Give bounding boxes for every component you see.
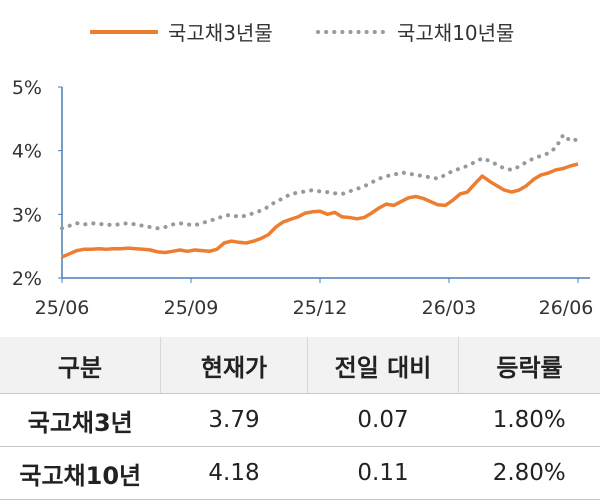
y-tick-label: 3% — [12, 204, 42, 226]
x-tick-label: 25/09 — [164, 297, 219, 319]
row-name: 국고채10년 — [0, 446, 161, 500]
legend-label-3y: 국고채3년물 — [168, 21, 273, 45]
x-tick-labels: 25/06 25/09 25/12 26/03 26/06 — [35, 278, 594, 319]
row-rate: 2.80% — [458, 446, 600, 500]
y-tick-labels: 2% 3% 4% 5% — [12, 77, 62, 290]
y-tick-label: 5% — [12, 77, 42, 99]
row-name: 국고채3년 — [0, 393, 161, 447]
series-lines — [60, 131, 580, 259]
legend-label-10y: 국고채10년물 — [397, 21, 514, 45]
series-line-10y — [60, 131, 580, 231]
x-tick-label: 26/03 — [422, 297, 477, 319]
table-header-row: 구분 현재가 전일 대비 등락률 — [0, 337, 600, 394]
row-price: 3.79 — [160, 393, 308, 447]
y-tick-label: 4% — [12, 141, 42, 163]
x-tick-label: 26/06 — [539, 297, 594, 319]
row-rate: 1.80% — [458, 393, 600, 447]
col-header-category: 구분 — [0, 337, 161, 394]
x-tick-label: 25/12 — [293, 297, 348, 319]
table-row: 국고채3년 3.79 0.07 1.80% — [0, 393, 600, 447]
col-header-rate: 등락률 — [458, 337, 600, 394]
row-change: 0.11 — [307, 446, 459, 500]
col-header-price: 현재가 — [160, 337, 308, 394]
col-header-change: 전일 대비 — [307, 337, 459, 394]
x-tick-label: 25/06 — [35, 297, 90, 319]
series-line-3y — [61, 162, 579, 259]
row-change: 0.07 — [307, 393, 459, 447]
yield-table: 구분 현재가 전일 대비 등락률 국고채3년 3.79 0.07 1.80% 국… — [0, 337, 600, 500]
y-tick-label: 2% — [12, 268, 42, 290]
legend: 국고채3년물 국고채10년물 — [90, 21, 514, 45]
table-row: 국고채10년 4.18 0.11 2.80% — [0, 446, 600, 500]
yield-line-chart: 국고채3년물 국고채10년물 2%3%4%5% 25/06 25/09 25/12 2… — [12, 21, 594, 319]
row-price: 4.18 — [160, 446, 308, 500]
